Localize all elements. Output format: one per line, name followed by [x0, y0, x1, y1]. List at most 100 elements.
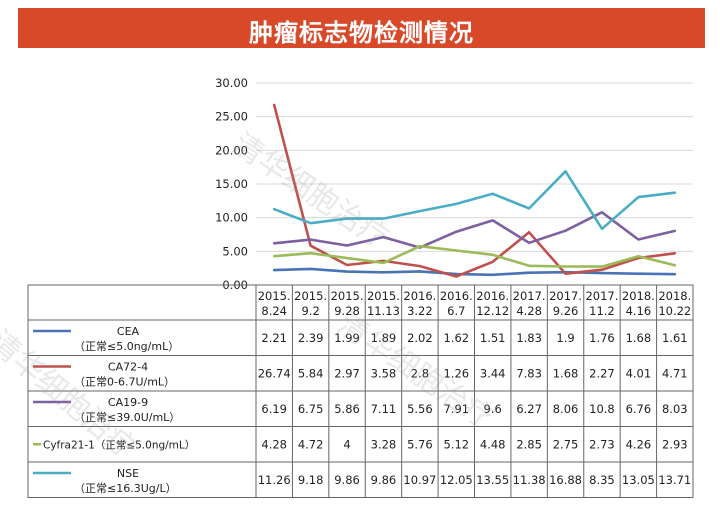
data-label: 2.75	[553, 437, 579, 451]
x-tick-label: 9.2	[301, 304, 319, 318]
data-label: 6.27	[516, 402, 542, 416]
data-label: 8.03	[662, 402, 688, 416]
data-label: 9.86	[371, 473, 397, 487]
x-tick-label: 4.16	[626, 304, 652, 318]
x-tick-label: 2015.	[258, 289, 291, 303]
data-label: 11.38	[513, 473, 546, 487]
series-line	[272, 211, 677, 249]
data-label: 2.73	[589, 437, 615, 451]
x-tick-label: 9.28	[334, 304, 360, 318]
data-label: 2.97	[334, 366, 360, 380]
data-label: 5.84	[298, 366, 324, 380]
data-label: 1.68	[553, 366, 579, 380]
y-tick-label: 30.00	[215, 76, 248, 90]
data-label: 4.26	[626, 437, 652, 451]
x-tick-label: 2018.	[622, 289, 655, 303]
data-label: 8.35	[589, 473, 615, 487]
data-label: 1.68	[626, 331, 652, 345]
x-tick-label: 12.12	[476, 304, 509, 318]
data-label: 4	[343, 437, 350, 451]
data-label: 1.51	[480, 331, 506, 345]
data-label: 1.26	[443, 366, 469, 380]
data-label: 4.71	[662, 366, 688, 380]
series-line	[272, 244, 677, 268]
data-label: 5.76	[407, 437, 433, 451]
data-label: 3.28	[371, 437, 397, 451]
data-label: 8.06	[553, 402, 579, 416]
x-tick-label: 2017.	[585, 289, 618, 303]
legend-series-note: （正常≤5.0ng/mL）	[74, 340, 179, 353]
data-label: 3.58	[371, 366, 397, 380]
data-label: 1.61	[662, 331, 688, 345]
data-label: 1.83	[516, 331, 542, 345]
x-tick-label: 2015.	[367, 289, 400, 303]
x-tick-label: 2017.	[513, 289, 546, 303]
data-label: 2.8	[411, 366, 429, 380]
data-label: 2.39	[298, 331, 324, 345]
series-line	[272, 103, 677, 278]
y-tick-label: 5.00	[222, 244, 248, 258]
data-label: 4.48	[480, 437, 506, 451]
legend-series-name: CEA	[117, 325, 140, 338]
x-tick-label: 2017.	[549, 289, 582, 303]
data-label: 6.75	[298, 402, 324, 416]
data-label: 5.86	[334, 402, 360, 416]
data-label: 7.83	[516, 366, 542, 380]
data-label: 13.71	[658, 473, 691, 487]
x-tick-label: 2015.	[294, 289, 327, 303]
y-tick-label: 20.00	[215, 143, 248, 157]
x-tick-label: 2016.	[476, 289, 509, 303]
data-label: 1.62	[443, 331, 469, 345]
x-tick-label: 6.7	[447, 304, 465, 318]
data-label: 4.72	[298, 437, 324, 451]
data-label: 5.12	[443, 437, 469, 451]
data-label: 7.91	[443, 402, 469, 416]
x-tick-label: 8.24	[261, 304, 287, 318]
y-tick-label: 25.00	[215, 110, 248, 124]
legend-series-note: （正常0-6.7U/mL）	[74, 376, 175, 389]
x-tick-label: 2016.	[403, 289, 436, 303]
data-label: 13.55	[476, 473, 509, 487]
data-label: 2.93	[662, 437, 688, 451]
data-label: 2.21	[261, 331, 287, 345]
y-tick-label: 10.00	[215, 211, 248, 225]
data-label: 1.99	[334, 331, 360, 345]
y-tick-label: 15.00	[215, 177, 248, 191]
x-tick-label: 2016.	[440, 289, 473, 303]
x-tick-label: 10.22	[658, 304, 691, 318]
data-label: 16.88	[549, 473, 582, 487]
data-label: 3.44	[480, 366, 506, 380]
data-label: 9.86	[334, 473, 360, 487]
data-label: 9.6	[484, 402, 502, 416]
data-label: 4.01	[626, 366, 652, 380]
x-tick-label: 3.22	[407, 304, 433, 318]
x-tick-label: 4.28	[516, 304, 542, 318]
data-label: 1.9	[556, 331, 574, 345]
title-bar: 肿瘤标志物检测情况	[18, 8, 705, 48]
data-label: 7.11	[371, 402, 397, 416]
data-label: 6.76	[626, 402, 652, 416]
data-label: 9.18	[298, 473, 324, 487]
data-label: 13.05	[622, 473, 655, 487]
data-label: 11.26	[258, 473, 291, 487]
data-label: 4.28	[261, 437, 287, 451]
x-tick-label: 9.26	[553, 304, 579, 318]
data-label: 26.74	[258, 366, 291, 380]
data-label: 6.19	[261, 402, 287, 416]
x-tick-label: 11.2	[589, 304, 615, 318]
data-label: 2.02	[407, 331, 433, 345]
data-label: 12.05	[440, 473, 473, 487]
series-line	[272, 267, 677, 277]
data-label: 2.85	[516, 437, 542, 451]
page-title: 肿瘤标志物检测情况	[249, 18, 474, 47]
legend-series-name: CA72-4	[108, 361, 148, 374]
legend-series-name: Cyfra21-1（正常≤5.0ng/mL）	[43, 438, 195, 451]
x-tick-label: 2018.	[658, 289, 691, 303]
x-tick-label: 11.13	[367, 304, 400, 318]
data-label: 10.97	[403, 473, 436, 487]
legend-series-note: （正常≤39.0U/mL）	[74, 411, 180, 424]
x-tick-label: 2015.	[331, 289, 364, 303]
legend-series-name: CA19-9	[108, 396, 148, 409]
data-label: 1.89	[371, 331, 397, 345]
data-label: 2.27	[589, 366, 615, 380]
